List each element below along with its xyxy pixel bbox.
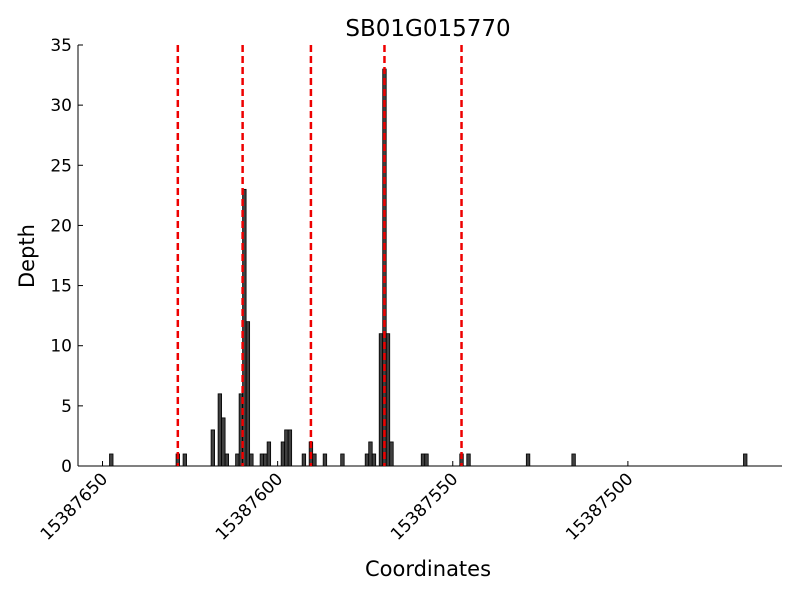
bar: [284, 429, 289, 467]
bar: [525, 453, 531, 467]
bar: [301, 453, 307, 467]
y-tick-label: 15: [50, 277, 72, 297]
bar: [217, 393, 223, 467]
y-tick-label: 5: [61, 397, 72, 417]
bar: [385, 333, 391, 467]
bar: [266, 441, 272, 467]
y-tick-label: 35: [50, 36, 72, 56]
bar: [235, 453, 240, 467]
bar: [340, 453, 345, 467]
y-axis-label: Depth: [15, 224, 39, 288]
bar: [224, 453, 230, 467]
bar: [364, 453, 370, 467]
bar: [249, 453, 254, 467]
bar: [221, 417, 226, 467]
bar: [312, 453, 317, 467]
x-axis-label: Coordinates: [365, 557, 491, 581]
chart-title: SB01G015770: [345, 16, 510, 42]
y-tick-label: 20: [50, 216, 72, 236]
bar: [210, 429, 215, 467]
bar: [109, 453, 114, 467]
bar: [420, 453, 426, 467]
bar: [424, 453, 429, 467]
bar: [245, 321, 251, 467]
y-tick-label: 30: [50, 96, 72, 116]
bar: [743, 453, 748, 467]
bar: [571, 453, 576, 467]
bar: [259, 453, 265, 467]
bar: [280, 441, 286, 467]
bar: [182, 453, 187, 467]
bar: [371, 453, 377, 467]
y-tick-label: 0: [61, 457, 72, 477]
bar: [466, 453, 471, 467]
bar: [263, 453, 268, 467]
y-tick-label: 10: [50, 337, 72, 357]
bar: [389, 441, 394, 467]
y-tick-label: 25: [50, 156, 72, 176]
bar: [322, 453, 328, 467]
bar: [378, 333, 384, 467]
bar: [368, 441, 373, 467]
bar: [287, 429, 293, 467]
